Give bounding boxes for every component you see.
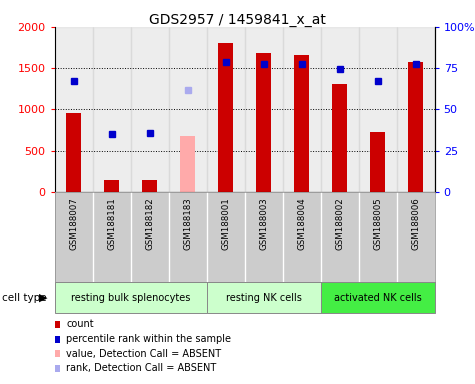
Bar xyxy=(245,27,283,192)
Text: GSM188004: GSM188004 xyxy=(297,197,306,250)
Text: resting bulk splenocytes: resting bulk splenocytes xyxy=(71,293,190,303)
Bar xyxy=(256,53,271,192)
Bar xyxy=(169,27,207,192)
Text: GSM188182: GSM188182 xyxy=(145,197,154,250)
Text: ▶: ▶ xyxy=(39,293,48,303)
Text: GSM188005: GSM188005 xyxy=(373,197,382,250)
Bar xyxy=(55,27,93,192)
Text: cell type: cell type xyxy=(2,293,47,303)
Text: GDS2957 / 1459841_x_at: GDS2957 / 1459841_x_at xyxy=(149,13,326,27)
Text: GSM188002: GSM188002 xyxy=(335,197,344,250)
Text: GSM188006: GSM188006 xyxy=(411,197,420,250)
Bar xyxy=(359,27,397,192)
Text: resting NK cells: resting NK cells xyxy=(226,293,302,303)
Bar xyxy=(142,180,157,192)
Bar xyxy=(180,136,195,192)
Text: activated NK cells: activated NK cells xyxy=(334,293,421,303)
FancyBboxPatch shape xyxy=(321,282,435,313)
Bar xyxy=(131,27,169,192)
Bar xyxy=(321,27,359,192)
Bar xyxy=(283,27,321,192)
Bar xyxy=(397,27,435,192)
Bar xyxy=(294,55,309,192)
Text: GSM188003: GSM188003 xyxy=(259,197,268,250)
Text: GSM188183: GSM188183 xyxy=(183,197,192,250)
Text: percentile rank within the sample: percentile rank within the sample xyxy=(66,334,231,344)
Text: count: count xyxy=(66,319,94,329)
Bar xyxy=(218,43,233,192)
FancyBboxPatch shape xyxy=(55,282,207,313)
Bar xyxy=(93,27,131,192)
Bar xyxy=(332,84,347,192)
Bar xyxy=(207,27,245,192)
Bar xyxy=(66,113,81,192)
Text: GSM188001: GSM188001 xyxy=(221,197,230,250)
Text: value, Detection Call = ABSENT: value, Detection Call = ABSENT xyxy=(66,349,222,359)
Bar xyxy=(408,61,423,192)
Bar xyxy=(370,132,385,192)
Text: GSM188007: GSM188007 xyxy=(69,197,78,250)
Text: GSM188181: GSM188181 xyxy=(107,197,116,250)
Bar xyxy=(104,180,119,192)
FancyBboxPatch shape xyxy=(207,282,321,313)
Text: rank, Detection Call = ABSENT: rank, Detection Call = ABSENT xyxy=(66,363,217,373)
